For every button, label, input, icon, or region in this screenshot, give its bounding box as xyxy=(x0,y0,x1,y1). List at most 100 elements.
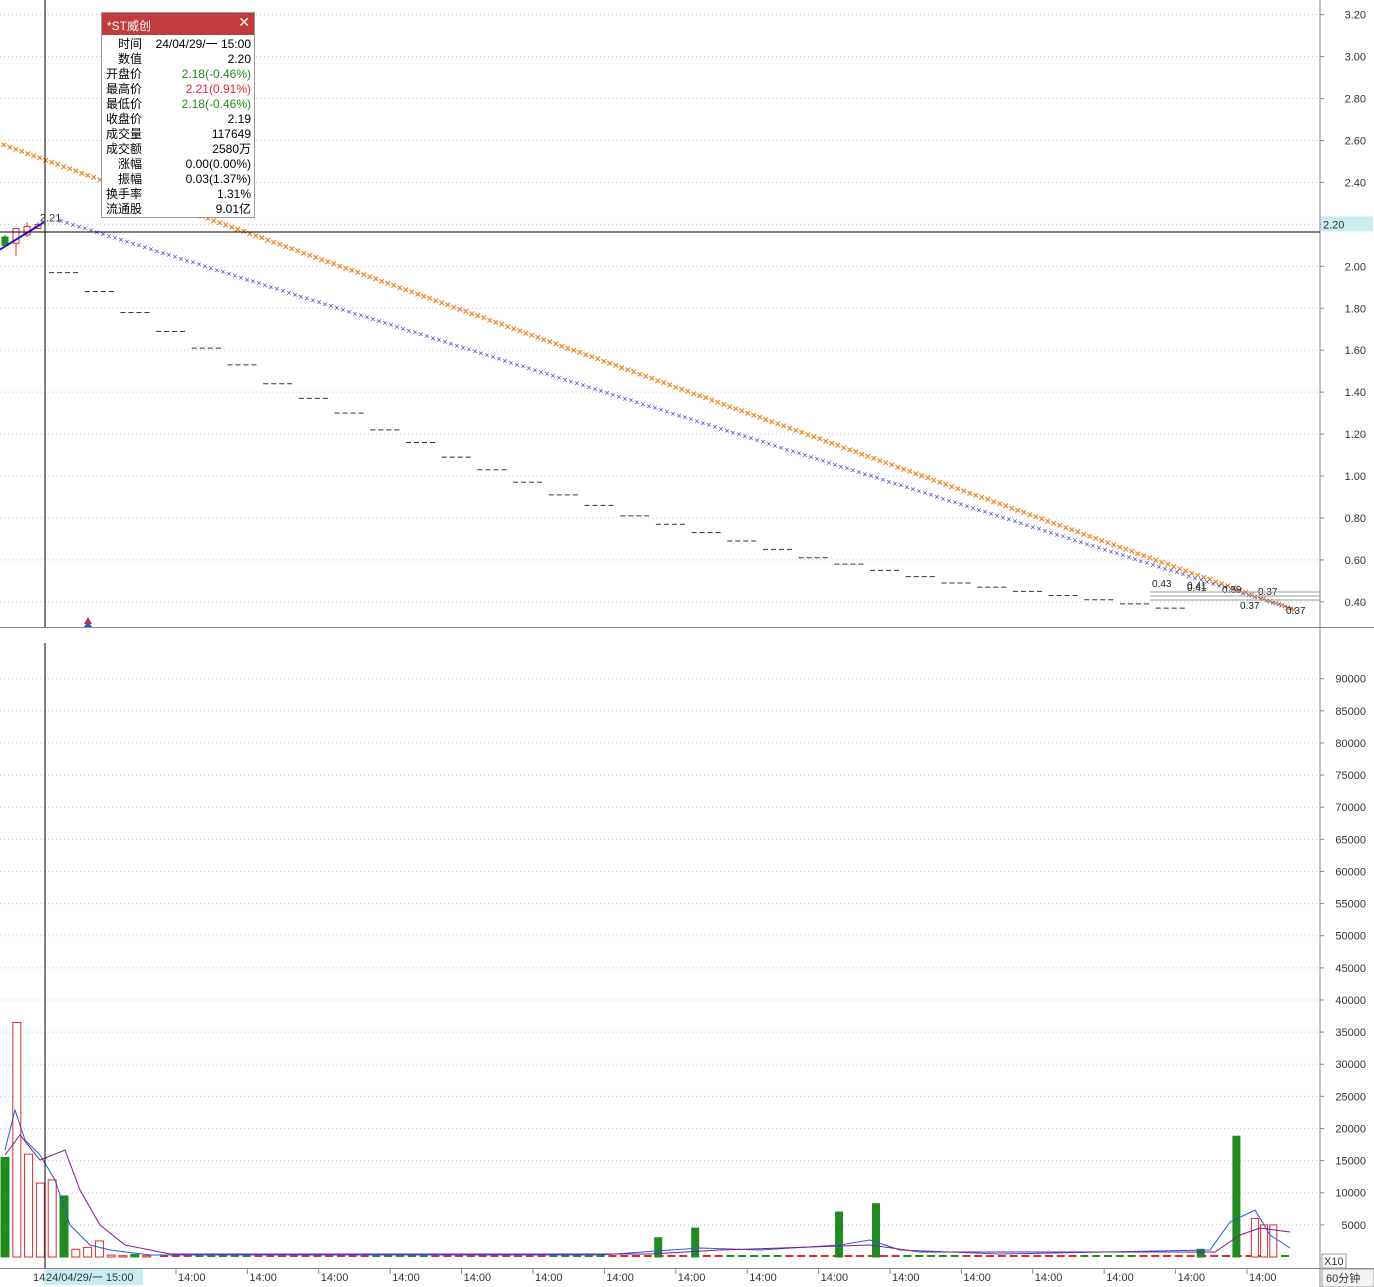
orange-trend-mark: × xyxy=(1278,601,1286,611)
orange-trend-mark: × xyxy=(282,242,290,252)
blue-trend-mark: × xyxy=(346,308,352,316)
blue-trend-mark: × xyxy=(202,263,208,271)
tooltip-row-label: 换手率 xyxy=(106,187,143,201)
orange-trend-mark: × xyxy=(1092,534,1100,544)
orange-trend-mark: × xyxy=(684,387,692,397)
tooltip-row-value: 24/04/29/一 15:00 xyxy=(155,37,251,51)
orange-trend-mark: × xyxy=(552,340,560,350)
blue-trend-mark: × xyxy=(1168,567,1174,575)
volume-bar xyxy=(83,1246,93,1258)
orange-trend-mark: × xyxy=(540,335,548,345)
blue-trend-mark: × xyxy=(214,266,220,274)
tooltip-row-label: 涨幅 xyxy=(118,157,143,171)
blue-trend-mark: × xyxy=(100,230,106,238)
end-level-label: 0.39 xyxy=(1222,585,1242,596)
orange-trend-mark: × xyxy=(30,152,38,162)
blue-trend-mark: × xyxy=(1270,599,1276,607)
blue-trend-mark: × xyxy=(904,484,910,492)
blue-trend-mark: × xyxy=(802,451,808,459)
blue-trend-mark: × xyxy=(658,406,664,414)
grid-lines xyxy=(0,14,1320,1226)
time-cursor-box xyxy=(44,1269,143,1285)
blue-trend-mark: × xyxy=(1126,553,1132,561)
data-tooltip-window[interactable]: *ST威创 ✕ 时间 24/04/29/一 15:00 数值 2.20 开盘价 2.18(… xyxy=(101,12,255,218)
blue-trend-mark: × xyxy=(532,366,538,374)
time-tick-label: 14:00 xyxy=(249,1272,277,1284)
volume-tick-label: 75000 xyxy=(1335,770,1366,782)
volume-bar xyxy=(142,1255,152,1258)
tooltip-rows: 时间 24/04/29/一 15:00 数值 2.20 开盘价 2.18(-0.46%) 最… xyxy=(102,35,254,217)
blue-trend-mark: × xyxy=(298,293,304,301)
tooltip-header[interactable]: *ST威创 ✕ xyxy=(102,13,254,35)
blue-trend-mark: × xyxy=(220,268,226,276)
blue-trend-mark: × xyxy=(1048,529,1054,537)
blue-trend-mark: × xyxy=(550,372,556,380)
orange-trend-mark: × xyxy=(792,426,800,436)
tooltip-row-label: 成交量 xyxy=(106,127,143,141)
blue-trend-mark: × xyxy=(832,461,838,469)
orange-trend-mark: × xyxy=(828,439,836,449)
orange-trend-mark: × xyxy=(264,236,272,246)
orange-trend-mark: × xyxy=(96,175,104,185)
blue-trend-mark: × xyxy=(142,244,148,252)
blue-trend-mark: × xyxy=(1234,587,1240,595)
orange-trend-mark: × xyxy=(798,428,806,438)
orange-trend-mark: × xyxy=(1266,597,1274,607)
time-tick-label: 14:00 xyxy=(678,1272,706,1284)
orange-trend-mark: × xyxy=(1188,569,1196,579)
orange-trend-mark: × xyxy=(42,156,50,166)
orange-trend-mark: × xyxy=(1176,564,1184,574)
tooltip-row-value: 2.20 xyxy=(227,52,251,66)
orange-trend-mark: × xyxy=(468,309,476,319)
orange-trend-mark: × xyxy=(498,320,506,330)
orange-trend-mark: × xyxy=(300,249,308,259)
blue-trend-mark: × xyxy=(322,300,328,308)
blue-trend-mark: × xyxy=(82,225,88,233)
volume-tick-label: 15000 xyxy=(1335,1156,1366,1168)
price-tick-label: 0.60 xyxy=(1345,555,1366,567)
orange-trend-mark: × xyxy=(1128,547,1136,557)
blue-trend-mark: × xyxy=(1108,548,1114,556)
blue-trend-mark: × xyxy=(364,314,370,322)
orange-trend-mark: × xyxy=(672,383,680,393)
orange-trend-mark: × xyxy=(924,474,932,484)
orange-trend-mark: × xyxy=(612,361,620,371)
blue-trend-mark: × xyxy=(892,480,898,488)
tooltip-row: 流通股 9.01亿 xyxy=(102,202,254,217)
blue-trend-mark: × xyxy=(484,351,490,359)
orange-trend-mark: × xyxy=(750,411,758,421)
orange-trend-mark: × xyxy=(954,484,962,494)
volume-bar xyxy=(654,1237,663,1258)
blue-trend-mark: × xyxy=(604,389,610,397)
orange-trend-mark: × xyxy=(294,247,302,257)
blue-trend-mark: × xyxy=(424,332,430,340)
blue-trend-mark: × xyxy=(490,353,496,361)
orange-trend-mark: × xyxy=(1290,606,1298,616)
blue-trend-mark: × xyxy=(856,468,862,476)
price-tick-label: 3.20 xyxy=(1345,10,1366,22)
blue-trend-mark: × xyxy=(154,247,160,255)
blue-trend-mark: × xyxy=(760,438,766,446)
blue-trend-mark: × xyxy=(616,393,622,401)
volume-bar xyxy=(1232,1135,1241,1258)
orange-trend-mark: × xyxy=(36,154,44,164)
orange-trend-mark: × xyxy=(780,422,788,432)
volume-bar xyxy=(1250,1217,1259,1258)
orange-trend-mark: × xyxy=(666,381,674,391)
close-icon[interactable]: ✕ xyxy=(238,14,250,30)
price-tick-label: 2.00 xyxy=(1345,261,1366,273)
volume-bar xyxy=(106,1254,116,1258)
blue-trend-mark: × xyxy=(1102,546,1108,554)
orange-trend-mark: × xyxy=(624,366,632,376)
blue-trend-mark: × xyxy=(736,431,742,439)
blue-trend-mark: × xyxy=(898,482,904,490)
tooltip-row-value: 1.31% xyxy=(216,187,251,201)
orange-trend-mark: × xyxy=(630,368,638,378)
tooltip-row: 数值 2.20 xyxy=(102,52,254,67)
blue-trend-mark: × xyxy=(1024,521,1030,529)
volume-bar xyxy=(71,1248,81,1258)
blue-trend-mark: × xyxy=(496,355,502,363)
blue-trend-mark: × xyxy=(700,419,706,427)
volume-panel[interactable] xyxy=(0,1021,1291,1258)
